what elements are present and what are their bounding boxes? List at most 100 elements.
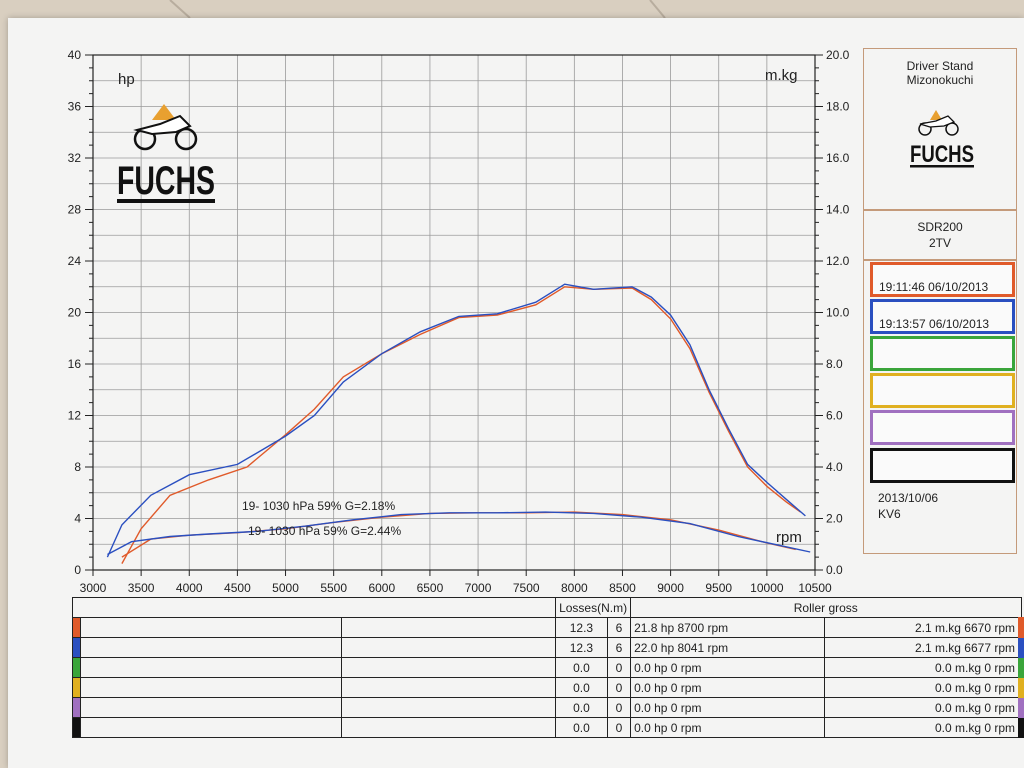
run-legend-label: 19:13:57 06/10/2013 [879,317,990,331]
test-code: KV6 [878,507,901,521]
y-right-tick-label: 0.0 [826,563,843,577]
row-notes-2 [341,697,557,718]
power-line-2 [106,283,806,558]
row-power: 0.0 hp 0 rpm [630,657,825,678]
run-legend-box-5 [870,410,1015,445]
test-date: 2013/10/06 [878,491,939,505]
x-axis-unit: rpm [776,529,802,546]
row-notes-2 [341,637,557,658]
row-gear: 0 [606,677,632,698]
run-annotation-2: 19- 1030 hPa 59% G=2.44% [248,524,401,538]
run-legend-label: 19:11:46 06/10/2013 [879,280,989,294]
x-tick-label: 3500 [128,581,155,595]
x-tick-label: 5000 [272,581,299,595]
row-power: 0.0 hp 0 rpm [630,697,825,718]
x-tick-label: 8500 [609,581,636,595]
row-gear: 0 [606,657,632,678]
row-loss: 0.0 [555,717,608,738]
x-tick-label: 7000 [465,581,492,595]
row-torque: 0.0 m.kg 0 rpm [823,657,1024,678]
table-row: 12.3 6 22.0 hp 8041 rpm 2.1 m.kg 6677 rpm [72,637,1024,658]
row-notes [79,717,343,738]
row-color-swatch-left [72,717,81,738]
y-right-tick-label: 20.0 [826,48,850,62]
x-tick-label: 6000 [368,581,395,595]
x-tick-label: 6500 [417,581,444,595]
row-power: 21.8 hp 8700 rpm [630,617,825,638]
row-color-swatch-left [72,697,81,718]
run-annotation-1: 19- 1030 hPa 59% G=2.18% [242,499,395,513]
y-right-tick-label: 14.0 [826,203,850,217]
shop-name: Driver Stand [906,59,974,73]
row-notes-2 [341,657,557,678]
y-left-tick-label: 28 [68,203,82,217]
x-tick-label: 4500 [224,581,251,595]
y-right-tick-label: 16.0 [826,151,850,165]
y-left-tick-label: 0 [74,563,81,577]
torque-line-2 [107,511,811,556]
run-legend-box-1: 19:11:46 06/10/2013 [870,262,1015,297]
y-right-tick-label: 10.0 [826,306,850,320]
y-right-tick-label: 4.0 [826,460,843,474]
x-tick-label: 5500 [320,581,347,595]
y-left-tick-label: 32 [68,151,82,165]
y-right-tick-label: 18.0 [826,100,850,114]
table-row: 12.3 6 21.8 hp 8700 rpm 2.1 m.kg 6670 rpm [72,617,1024,638]
power-line-1 [121,286,802,564]
row-color-swatch-left [72,637,81,658]
x-tick-label: 3000 [80,581,107,595]
row-loss: 12.3 [555,637,608,658]
row-gear: 0 [606,717,632,738]
x-tick-label: 7500 [513,581,540,595]
table-row: 0.0 0 0.0 hp 0 rpm 0.0 m.kg 0 rpm [72,657,1024,678]
row-power: 0.0 hp 0 rpm [630,717,825,738]
vehicle-model: SDR200 [917,220,963,234]
chart-grid [92,54,816,571]
y-left-tick-label: 12 [68,409,82,423]
y-right-tick-label: 6.0 [826,409,843,423]
results-table: Losses(N.m) Roller gross 12.3 6 21.8 hp 87… [71,597,1024,738]
y-left-tick-label: 24 [68,254,82,268]
y-left-tick-label: 36 [68,100,82,114]
y-right-tick-label: 12.0 [826,254,850,268]
row-gear: 6 [606,617,632,638]
y-left-tick-label: 16 [68,357,82,371]
row-loss: 12.3 [555,617,608,638]
fuchs-small-logo: FUCHS [910,110,974,168]
right-axis-unit: m.kg [765,67,798,84]
y-right-tick-label: 2.0 [826,512,843,526]
row-torque: 2.1 m.kg 6677 rpm [823,637,1024,658]
fuchs-logo: FUCHS [117,104,215,203]
shop-panel: Driver Stand Mizonokuchi FUCHS [863,48,1017,210]
row-notes-2 [341,677,557,698]
row-color-swatch-left [72,657,81,678]
table-row: 0.0 0 0.0 hp 0 rpm 0.0 m.kg 0 rpm [72,677,1024,698]
y-left-tick-label: 20 [68,306,82,320]
run-legend-box-6 [870,448,1015,483]
row-gear: 0 [606,697,632,718]
y-left-tick-label: 8 [74,460,81,474]
losses-header: Losses(N.m) [555,597,632,618]
row-torque: 0.0 m.kg 0 rpm [823,717,1024,738]
table-header-row: Losses(N.m) Roller gross [71,597,1022,618]
x-tick-label: 10500 [798,581,832,595]
x-tick-label: 8000 [561,581,588,595]
x-tick-label: 10000 [750,581,784,595]
row-notes-2 [341,617,557,638]
row-gear: 6 [606,637,632,658]
left-axis-unit: hp [118,71,135,88]
table-row: 0.0 0 0.0 hp 0 rpm 0.0 m.kg 0 rpm [72,717,1024,738]
run-legend-box-3 [870,336,1015,371]
vehicle-panel: SDR200 2TV [863,210,1017,260]
run-legend-box-2: 19:13:57 06/10/2013 [870,299,1015,334]
row-loss: 0.0 [555,657,608,678]
row-torque: 0.0 m.kg 0 rpm [823,697,1024,718]
x-tick-label: 4000 [176,581,203,595]
row-power: 22.0 hp 8041 rpm [630,637,825,658]
vehicle-code: 2TV [928,236,951,250]
row-power: 0.0 hp 0 rpm [630,677,825,698]
x-tick-label: 9500 [705,581,732,595]
row-loss: 0.0 [555,697,608,718]
